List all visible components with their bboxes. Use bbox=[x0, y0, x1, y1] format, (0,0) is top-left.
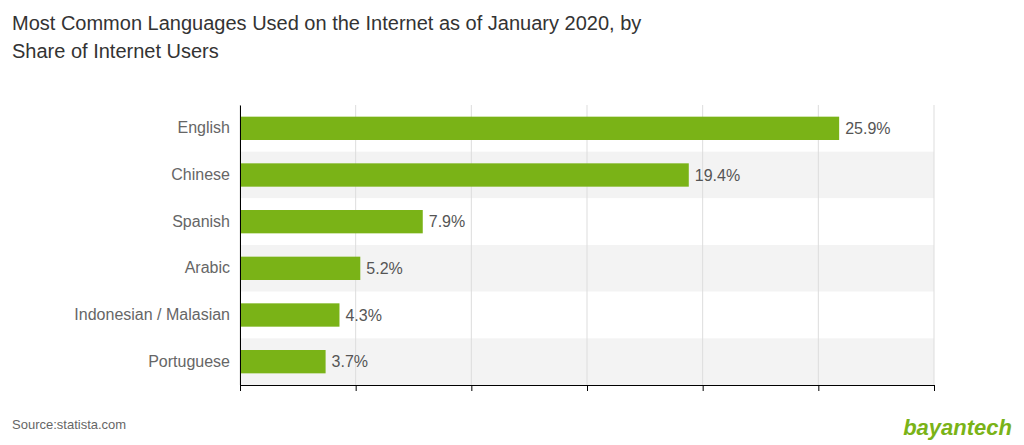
x-axis bbox=[241, 385, 935, 391]
y-tick-label: English bbox=[178, 119, 230, 136]
grid-line bbox=[702, 105, 703, 385]
x-axis-line bbox=[241, 386, 935, 392]
subtitle: Share of Internet Users bbox=[12, 40, 219, 62]
bar bbox=[240, 117, 839, 140]
grid bbox=[240, 105, 934, 385]
y-tick: Indonesian / Malasian bbox=[74, 306, 240, 323]
grid-line bbox=[934, 105, 935, 385]
chart: Most Common Languages Used on the Intern… bbox=[0, 0, 1024, 445]
x-tick bbox=[356, 385, 357, 391]
x-tick-line bbox=[703, 385, 704, 391]
grid-line bbox=[587, 105, 588, 385]
data-label: 3.7% bbox=[332, 353, 368, 370]
grid-line bbox=[355, 105, 356, 385]
x-tick-line bbox=[240, 385, 241, 391]
x-tick-line bbox=[356, 385, 357, 391]
bar bbox=[240, 163, 689, 186]
x-tick bbox=[471, 385, 472, 391]
y-tick-label: Spanish bbox=[172, 213, 230, 230]
y-tick: Spanish bbox=[172, 213, 240, 230]
x-tick bbox=[934, 385, 935, 391]
grid-line bbox=[471, 105, 472, 385]
brand: bayantech bbox=[903, 415, 1012, 440]
x-tick bbox=[587, 385, 588, 391]
x-tick-line bbox=[471, 385, 472, 391]
y-tick-label: Chinese bbox=[171, 166, 230, 183]
row-bands bbox=[240, 105, 934, 385]
y-axis: English Chinese Spanish Arabic Indonesian / … bbox=[74, 106, 240, 386]
source: Source:statista.com bbox=[12, 417, 126, 432]
x-tick-line bbox=[934, 385, 935, 391]
bar bbox=[240, 257, 360, 280]
y-tick: Chinese bbox=[171, 166, 240, 183]
data-label: 4.3% bbox=[345, 307, 381, 324]
x-tick bbox=[240, 385, 241, 391]
bar bbox=[240, 350, 326, 373]
x-tick bbox=[703, 385, 704, 391]
x-tick-line bbox=[818, 385, 819, 391]
y-tick: English bbox=[178, 119, 240, 136]
y-tick: Arabic bbox=[185, 259, 240, 276]
data-label: 5.2% bbox=[366, 260, 402, 277]
plot: English Chinese Spanish Arabic Indonesian / … bbox=[74, 105, 934, 391]
y-tick: Portuguese bbox=[148, 353, 240, 370]
data-labels: 25.9% 19.4% 7.9% 5.2% 4.3% 3.7% bbox=[332, 120, 891, 370]
y-tick-label: Arabic bbox=[185, 259, 230, 276]
bar bbox=[240, 210, 423, 233]
data-label: 19.4% bbox=[695, 167, 740, 184]
x-tick-line bbox=[587, 385, 588, 391]
y-tick-label: Portuguese bbox=[148, 353, 230, 370]
x-tick bbox=[818, 385, 819, 391]
grid-line bbox=[240, 105, 241, 385]
bars bbox=[240, 117, 839, 374]
title: Most Common Languages Used on the Intern… bbox=[12, 12, 641, 34]
data-label: 25.9% bbox=[845, 120, 890, 137]
grid-line bbox=[818, 105, 819, 385]
y-tick-label: Indonesian / Malasian bbox=[74, 306, 230, 323]
bar bbox=[240, 303, 339, 326]
y-axis-line bbox=[240, 106, 241, 386]
data-label: 7.9% bbox=[429, 213, 465, 230]
